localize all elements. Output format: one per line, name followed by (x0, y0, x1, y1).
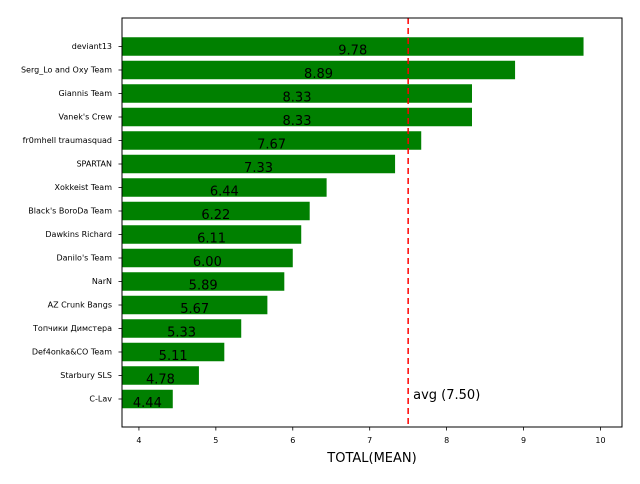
y-tick-label: NarN (92, 277, 112, 286)
y-tick-label: Giannis Team (58, 89, 112, 98)
plot-frame (121, 17, 623, 428)
y-tick-label: Xokkeist Team (55, 183, 113, 192)
bar-value-label: 7.33 (244, 161, 273, 176)
x-tick-label: 6 (290, 436, 295, 445)
x-tick-label: 10 (595, 436, 605, 445)
bar-value-label: 6.22 (201, 208, 230, 223)
x-axis-label: TOTAL(MEAN) (326, 451, 416, 466)
bar-value-label: 8.33 (283, 114, 312, 129)
bar-value-label: 9.78 (338, 44, 367, 59)
y-tick-label: Danilo's Team (56, 254, 112, 263)
y-tick-label: SPARTAN (76, 160, 112, 169)
bar-value-label: 6.00 (193, 255, 222, 270)
y-tick-label: AZ Crunk Bangs (48, 301, 112, 310)
bar-value-label: 7.67 (257, 138, 286, 153)
bar-value-label: 4.78 (146, 373, 175, 388)
bar (122, 389, 173, 409)
bar-value-label: 8.33 (283, 91, 312, 106)
y-tick-label: Black's BoroDa Team (28, 207, 112, 216)
bar-value-label: 5.89 (189, 279, 218, 294)
bar (122, 366, 199, 385)
bar-value-label: 5.11 (159, 349, 188, 364)
average-label: avg (7.50) (413, 388, 480, 403)
y-tick-label: Топчики Димстера (32, 324, 112, 333)
bar (122, 319, 242, 338)
x-tick-label: 8 (444, 436, 449, 445)
y-axis-ticks: deviant13 Serg_Lo and Oxy Team Giannis Tea… (21, 42, 122, 404)
bar-value-label: 5.67 (180, 302, 209, 317)
y-tick-label: Serg_Lo and Oxy Team (21, 66, 112, 75)
y-tick-label: Dawkins Richard (45, 230, 112, 239)
average-layer: avg (7.50) (407, 18, 480, 427)
x-tick-label: 9 (521, 436, 526, 445)
bar-value-label: 6.11 (197, 232, 226, 247)
bar (122, 60, 516, 80)
y-tick-label: Vanek's Crew (59, 113, 113, 122)
x-axis-ticks: 4 5 6 7 8 9 10 (136, 427, 606, 445)
bar (122, 154, 396, 174)
bars-layer (122, 37, 584, 409)
y-tick-label: Starbury SLS (60, 371, 112, 380)
bar-value-label: 4.44 (133, 396, 162, 411)
bar (122, 84, 472, 103)
bar (122, 248, 293, 268)
x-tick-label: 4 (136, 436, 141, 445)
bar (122, 178, 327, 197)
y-tick-label: fr0mhell traumasquad (23, 136, 112, 145)
bar (122, 272, 285, 291)
bar-value-label: 6.44 (210, 185, 239, 200)
bar-value-label: 5.33 (167, 326, 196, 341)
bar (122, 342, 225, 362)
bar (122, 37, 584, 56)
value-labels-layer: 9.78 8.89 8.33 8.33 7.67 7.33 6.44 6.22 6.11 6.00… (133, 44, 367, 412)
y-tick-label: C-Lav (89, 395, 112, 404)
bar (122, 295, 268, 315)
y-tick-label: Def4onka&CO Team (32, 348, 112, 357)
y-tick-label: deviant13 (72, 42, 112, 51)
bar (122, 131, 422, 150)
bar-value-label: 8.89 (304, 67, 333, 82)
x-tick-label: 7 (367, 436, 372, 445)
bar (122, 225, 302, 244)
bar (122, 107, 472, 127)
bar (122, 201, 310, 221)
x-tick-label: 5 (213, 436, 218, 445)
